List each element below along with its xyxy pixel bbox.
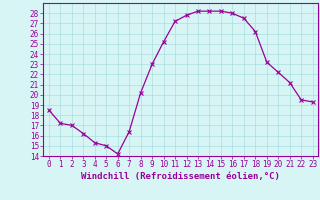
X-axis label: Windchill (Refroidissement éolien,°C): Windchill (Refroidissement éolien,°C) <box>81 172 280 181</box>
